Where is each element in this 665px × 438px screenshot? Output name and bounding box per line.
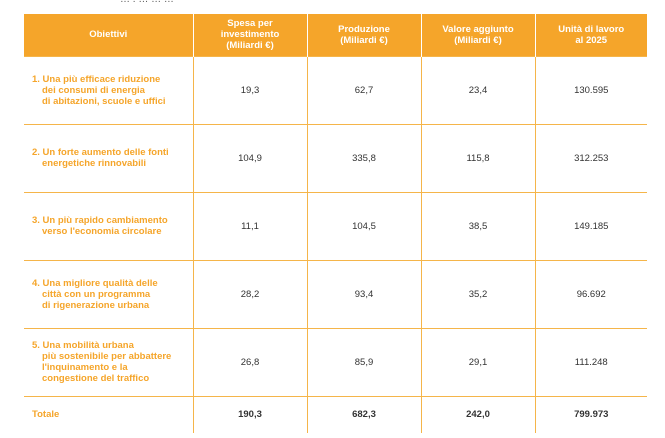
row-label-line: città con un programma (42, 288, 151, 300)
total-production: 682,3 (306, 395, 421, 433)
header-work-units: Unità di lavoro al 2025 (535, 14, 647, 56)
table-row: 4. Una migliore qualità delle città con … (24, 259, 647, 328)
cell-work-units: 130.595 (534, 55, 647, 124)
table-row: 5. Una mobilità urbana più sostenibile p… (24, 327, 647, 396)
header-line: Valore aggiunto (442, 23, 514, 35)
cell-work-units: 96.692 (534, 259, 647, 328)
row-label-line: di rigenerazione urbana (42, 299, 150, 311)
row-label: 5. Una mobilità urbana più sostenibile p… (24, 327, 193, 396)
cell-investment: 104,9 (192, 123, 307, 192)
header-line: Produzione (338, 23, 390, 35)
row-label-line: verso l'economia circolare (42, 226, 162, 237)
header-value-added: Valore aggiunto (Miliardi €) (421, 14, 536, 56)
cell-value-added: 115,8 (420, 123, 535, 192)
header-row: Obiettivi Spesa per investimento (Miliar… (24, 14, 647, 56)
header-production: Produzione (Miliardi €) (307, 14, 422, 56)
header-objectives: Obiettivi (24, 14, 194, 56)
table-row: 1. Una più efficace riduzione dei consum… (24, 55, 647, 124)
objectives-table: Obiettivi Spesa per investimento (Miliar… (24, 14, 647, 433)
table-row: 3. Un più rapido cambiamento verso l'eco… (24, 191, 647, 260)
cropped-caption: … . … … … (120, 0, 420, 6)
total-row: Totale 190,3 682,3 242,0 799.973 (24, 395, 647, 433)
cell-work-units: 111.248 (534, 327, 647, 396)
header-line: (Miliardi €) (340, 34, 388, 46)
header-line: Unità di lavoro (558, 23, 625, 35)
cell-value-added: 23,4 (420, 55, 535, 124)
cell-production: 85,9 (306, 327, 421, 396)
row-label-line: congestione del traffico (42, 373, 150, 384)
row-label: 3. Un più rapido cambiamento verso l'eco… (24, 191, 193, 260)
row-label-line: 3. Un più rapido cambiamento (32, 215, 168, 226)
row-label-line: 1. Una più efficace riduzione (32, 73, 161, 85)
cell-value-added: 29,1 (420, 327, 535, 396)
cell-work-units: 312.253 (534, 123, 647, 192)
table-row: 2. Un forte aumento delle fonti energeti… (24, 123, 647, 192)
cell-value-added: 38,5 (420, 191, 535, 260)
cell-investment: 19,3 (192, 55, 307, 124)
row-label-line: energetiche rinnovabili (42, 158, 146, 169)
row-label: 1. Una più efficace riduzione dei consum… (24, 55, 193, 124)
cropped-caption-text: … . … … … (120, 0, 174, 5)
row-label-line: l'inquinamento e la (42, 362, 128, 373)
header-investment: Spesa per investimento (Miliardi €) (193, 14, 308, 56)
header-line: (Miliardi €) (226, 40, 274, 52)
total-work-units: 799.973 (534, 395, 647, 433)
row-label-line: 4. Una migliore qualità delle (32, 277, 158, 289)
cell-production: 335,8 (306, 123, 421, 192)
cell-production: 93,4 (306, 259, 421, 328)
header-line: al 2025 (575, 34, 608, 46)
total-value-added: 242,0 (420, 395, 535, 433)
header-line: Spesa per investimento (220, 18, 280, 41)
row-label: 2. Un forte aumento delle fonti energeti… (24, 123, 193, 192)
row-label-line: più sostenibile per abbattere (42, 351, 172, 362)
cell-investment: 11,1 (192, 191, 307, 260)
cell-investment: 28,2 (192, 259, 307, 328)
total-investment: 190,3 (192, 395, 307, 433)
row-label-line: 2. Un forte aumento delle fonti (32, 147, 169, 158)
header-line: (Miliardi €) (454, 34, 502, 46)
row-label-line: dei consumi di energia (42, 84, 145, 96)
total-label: Totale (24, 395, 193, 433)
cell-production: 62,7 (306, 55, 421, 124)
cell-investment: 26,8 (192, 327, 307, 396)
row-label-line: 5. Una mobilità urbana (32, 340, 134, 351)
row-label-line: di abitazioni, scuole e uffici (42, 95, 166, 107)
cell-value-added: 35,2 (420, 259, 535, 328)
header-line: Obiettivi (89, 29, 128, 41)
row-label: 4. Una migliore qualità delle città con … (24, 259, 193, 328)
cell-production: 104,5 (306, 191, 421, 260)
cell-work-units: 149.185 (534, 191, 647, 260)
